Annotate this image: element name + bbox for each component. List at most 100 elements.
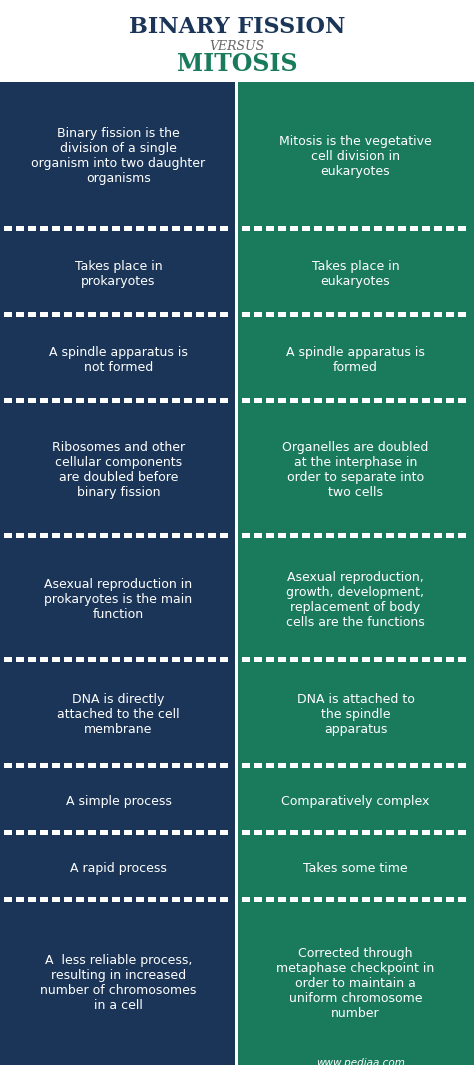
Bar [447,226,455,231]
Bar [64,829,72,835]
Bar [124,829,132,835]
Bar [184,762,192,768]
Bar [302,897,310,902]
Bar [172,829,180,835]
Bar [196,658,204,662]
Bar [100,897,108,902]
Text: Asexual reproduction,
growth, development,
replacement of body
cells are the fun: Asexual reproduction, growth, developmen… [286,571,425,629]
Bar [112,226,120,231]
Bar [148,226,156,231]
Bar [422,762,430,768]
Bar [386,658,394,662]
Bar [172,658,180,662]
Bar [100,658,108,662]
Bar [184,897,192,902]
Bar [64,226,72,231]
Bar [4,658,12,662]
Bar [374,532,383,538]
Bar [315,658,322,662]
Bar [255,532,263,538]
Bar [88,532,96,538]
Bar [64,312,72,316]
Text: Comparatively complex: Comparatively complex [281,795,430,808]
Bar [172,897,180,902]
Bar [136,762,144,768]
Bar [279,532,286,538]
Bar [160,226,168,231]
Bar [160,532,168,538]
Bar [136,658,144,662]
Bar [52,532,60,538]
Bar [196,897,204,902]
Bar [302,312,310,316]
Bar [136,399,144,403]
Bar [76,762,84,768]
Bar [302,658,310,662]
Bar [266,762,274,768]
Bar [350,829,358,835]
Bar [40,532,48,538]
Bar [410,658,419,662]
Bar [435,897,443,902]
Bar [363,226,371,231]
Bar [112,399,120,403]
Bar [40,762,48,768]
Bar [291,762,299,768]
Bar [243,829,250,835]
Bar [243,658,250,662]
Bar [266,897,274,902]
Bar [112,762,120,768]
Bar [410,399,419,403]
Bar [100,312,108,316]
Bar [0,82,236,231]
Bar [196,532,204,538]
Bar [315,762,322,768]
Text: Binary fission is the
division of a single
organism into two daughter
organisms: Binary fission is the division of a sing… [31,127,206,186]
Bar [124,399,132,403]
Bar [327,829,335,835]
Bar [399,532,407,538]
Bar [28,897,36,902]
Bar [40,897,48,902]
Bar [447,829,455,835]
Bar [458,762,466,768]
Bar [0,231,236,316]
Bar [291,226,299,231]
Bar [0,662,236,768]
Bar [447,762,455,768]
Bar [338,897,346,902]
Bar [238,538,474,662]
Text: Organelles are doubled
at the interphase in
order to separate into
two cells: Organelles are doubled at the interphase… [283,442,428,499]
Bar [28,829,36,835]
Bar [399,312,407,316]
Text: MITOSIS: MITOSIS [177,52,297,76]
Bar [327,226,335,231]
Bar [279,658,286,662]
Bar [28,532,36,538]
Bar [350,897,358,902]
Text: VERSUS: VERSUS [210,40,264,53]
Bar [243,897,250,902]
Text: Asexual reproduction in
prokaryotes is the main
function: Asexual reproduction in prokaryotes is t… [45,579,192,621]
Bar [172,312,180,316]
Bar [124,762,132,768]
Bar [399,658,407,662]
Bar [136,532,144,538]
Bar [148,658,156,662]
Bar [338,226,346,231]
Text: A rapid process: A rapid process [70,862,167,875]
Bar [255,226,263,231]
Text: Corrected through
metaphase checkpoint in
order to maintain a
uniform chromosome: Corrected through metaphase checkpoint i… [276,947,435,1020]
Bar [148,897,156,902]
Bar [386,897,394,902]
Bar [315,829,322,835]
Bar [374,762,383,768]
Bar [28,658,36,662]
Bar [0,316,236,403]
Bar [315,532,322,538]
Bar [4,897,12,902]
Bar [4,829,12,835]
Bar [220,532,228,538]
Bar [4,532,12,538]
Bar [291,312,299,316]
